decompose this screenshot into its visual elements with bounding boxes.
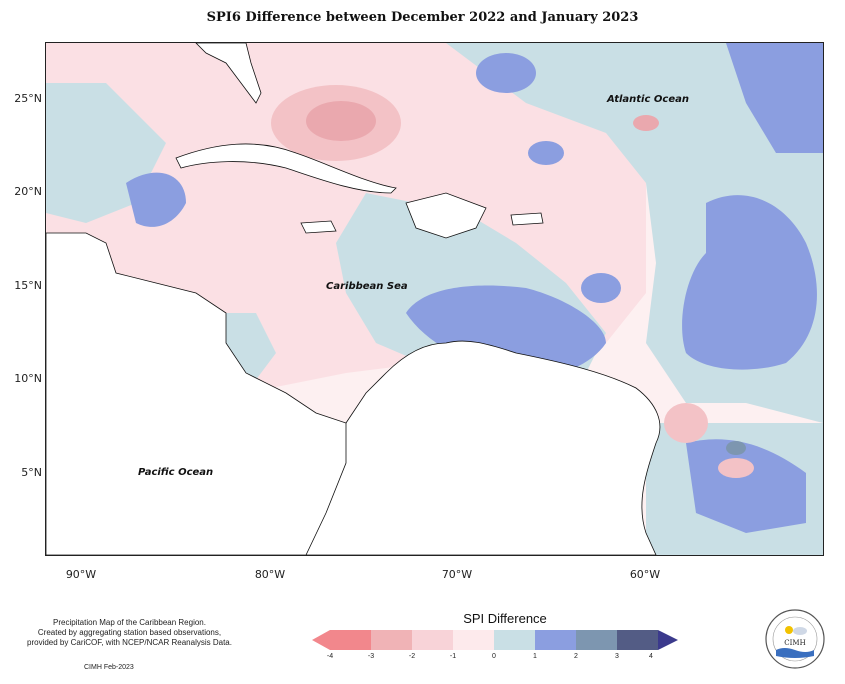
lon-tick-60: 60°W xyxy=(629,568,661,581)
note-line-1: Precipitation Map of the Caribbean Regio… xyxy=(53,618,206,627)
wet-core-ne-atlantic xyxy=(726,43,823,153)
legend-swatch-3 xyxy=(412,630,453,650)
note-line-2: Created by aggregating station based obs… xyxy=(37,628,222,637)
spi-difference-map xyxy=(46,43,823,555)
legend-swatch-6 xyxy=(535,630,576,650)
legend-tick--2: -2 xyxy=(408,653,416,660)
legend-swatch-8 xyxy=(617,630,658,650)
legend-tick--4: -4 xyxy=(326,653,334,660)
cloud-icon xyxy=(793,627,807,635)
legend-tick-1: 1 xyxy=(533,653,537,660)
land-central-america xyxy=(46,232,347,555)
lon-tick-70: 70°W xyxy=(441,568,473,581)
dry-core-guyana xyxy=(664,403,708,443)
wet-core-lesser-antilles xyxy=(581,273,621,303)
wet-core-e-atlantic xyxy=(682,195,817,370)
dry-peak-atlantic xyxy=(633,115,659,131)
lat-tick-25: 25°N xyxy=(14,92,42,105)
map-title: SPI6 Difference between December 2022 an… xyxy=(206,10,639,25)
wet-core-n-atlantic xyxy=(476,53,536,93)
legend-tick-0: 0 xyxy=(492,653,496,660)
lat-tick-5: 5°N xyxy=(21,466,42,479)
credit-text: CIMH Feb-2023 xyxy=(84,664,134,671)
source-note: Precipitation Map of the Caribbean Regio… xyxy=(12,618,247,648)
wet-core-guianas xyxy=(686,439,806,533)
label-pacific-ocean: Pacific Ocean xyxy=(138,467,214,478)
land-florida xyxy=(195,43,262,104)
legend-tick--3: -3 xyxy=(367,653,375,660)
land-south-america xyxy=(295,340,661,555)
land-puerto-rico xyxy=(510,212,544,226)
lon-tick-80: 80°W xyxy=(254,568,286,581)
map-frame xyxy=(45,42,824,556)
sun-icon xyxy=(785,626,793,634)
legend-tick-4: 4 xyxy=(649,653,653,660)
dry-peak-bahamas xyxy=(306,101,376,141)
legend-swatch-5 xyxy=(494,630,535,650)
legend-tick-3: 3 xyxy=(615,653,619,660)
legend-arrow-right xyxy=(658,630,678,650)
legend-tick-2: 2 xyxy=(574,653,578,660)
land-jamaica xyxy=(300,220,337,234)
wave-icon xyxy=(776,648,814,658)
lon-tick-90: 90°W xyxy=(65,568,97,581)
note-line-3: provided by CariCOF, with NCEP/NCAR Rean… xyxy=(27,638,232,647)
wet-peak-guianas xyxy=(726,441,746,455)
legend-colorbar xyxy=(312,630,678,650)
lat-tick-20: 20°N xyxy=(14,185,42,198)
legend-swatch-1 xyxy=(330,630,371,650)
land-cuba xyxy=(175,143,397,194)
legend-swatch-7 xyxy=(576,630,617,650)
legend-swatch-2 xyxy=(371,630,412,650)
cimh-logo: CIMH xyxy=(765,609,825,669)
legend-arrow-left xyxy=(312,630,330,650)
label-atlantic-ocean: Atlantic Ocean xyxy=(607,94,689,105)
wet-core-yucatan xyxy=(126,172,186,227)
legend-title: SPI Difference xyxy=(463,611,547,626)
logo-text: CIMH xyxy=(784,639,805,647)
land-hispaniola xyxy=(405,192,487,239)
lat-tick-10: 10°N xyxy=(14,372,42,385)
legend-tick--1: -1 xyxy=(449,653,457,660)
label-caribbean-sea: Caribbean Sea xyxy=(326,281,408,292)
wet-core-small-atlantic xyxy=(528,141,564,165)
lat-tick-15: 15°N xyxy=(14,279,42,292)
dry-core-suriname xyxy=(718,458,754,478)
legend-swatch-4 xyxy=(453,630,494,650)
